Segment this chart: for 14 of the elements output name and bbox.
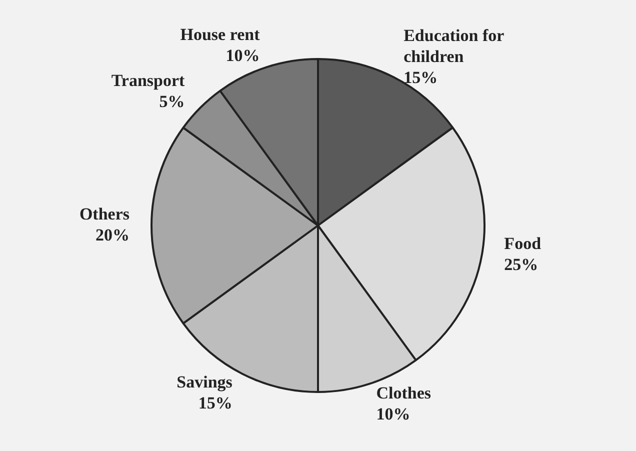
slice-label: Clothes [376, 384, 432, 403]
data-label: 25% [504, 254, 538, 274]
slice-label: Food [504, 234, 542, 253]
slice-label: Savings [176, 372, 233, 392]
data-label: 10% [376, 404, 410, 424]
data-label: 15% [198, 393, 232, 412]
slice-label: Education for children [404, 26, 505, 66]
data-label: 15% [404, 68, 438, 87]
slice-label: Transport [111, 71, 186, 90]
slice-label: Others [79, 204, 130, 224]
data-label: 10% [226, 46, 260, 66]
data-label: 20% [96, 225, 130, 244]
data-label: 5% [159, 92, 185, 112]
slice-label: House rent [180, 25, 260, 44]
